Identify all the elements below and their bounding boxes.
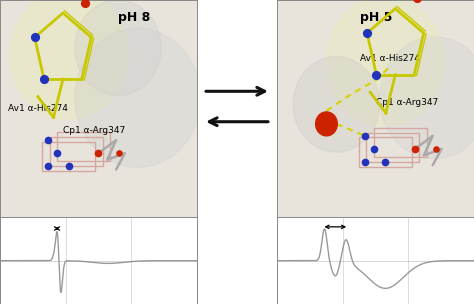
Bar	[42, 142, 95, 171]
Circle shape	[10, 0, 128, 119]
Text: Av1 α-His274: Av1 α-His274	[360, 54, 420, 63]
Text: Cp1 α-Arg347: Cp1 α-Arg347	[63, 126, 125, 135]
Bar	[50, 137, 103, 166]
Circle shape	[316, 112, 337, 136]
Bar	[374, 128, 427, 157]
Circle shape	[380, 37, 474, 159]
Bar	[57, 132, 110, 161]
Bar	[359, 137, 412, 167]
Text: pH 5: pH 5	[360, 11, 392, 24]
Bar	[366, 133, 419, 162]
Circle shape	[75, 28, 201, 168]
Circle shape	[293, 57, 380, 152]
Text: Cp1 α-Arg347: Cp1 α-Arg347	[375, 98, 438, 107]
Text: Av1 α-His274: Av1 α-His274	[8, 104, 68, 113]
Circle shape	[75, 0, 161, 96]
Text: pH 8: pH 8	[118, 11, 150, 24]
Circle shape	[327, 0, 445, 126]
